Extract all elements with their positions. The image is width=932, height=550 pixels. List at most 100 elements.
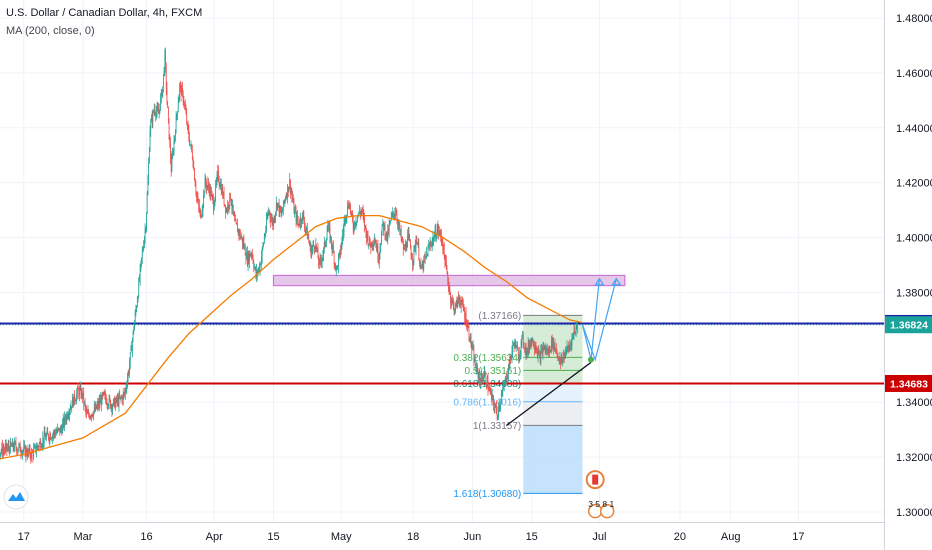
candle-body	[390, 215, 392, 221]
candle-body	[138, 280, 140, 297]
candle-body	[349, 204, 351, 207]
candle-body	[200, 212, 202, 216]
candle-body	[570, 343, 571, 346]
candle-body	[125, 388, 127, 390]
candle-body	[300, 217, 302, 223]
candle-body	[397, 220, 399, 226]
candle-body	[568, 347, 569, 349]
candle-body	[474, 358, 476, 367]
candle-body	[14, 441, 16, 443]
candle-body	[316, 248, 318, 250]
candle-body	[65, 416, 66, 420]
candle-body	[155, 113, 157, 116]
x-tick-label: 15	[267, 531, 279, 543]
candle-body	[38, 443, 40, 448]
candle-body	[215, 184, 216, 198]
candle-body	[552, 338, 554, 347]
candle-body	[511, 351, 513, 358]
price-tag-red-label: 1.34683	[890, 378, 928, 390]
candle-body	[424, 258, 425, 259]
candle-body	[99, 400, 101, 404]
candle-body	[477, 366, 478, 370]
event-count-label: 3 5 8 1	[588, 499, 614, 509]
candle-body	[42, 437, 44, 446]
candle-body	[58, 427, 60, 429]
candle-body	[49, 434, 51, 441]
candle-body	[429, 245, 430, 247]
tradingview-logo-icon[interactable]	[3, 484, 29, 510]
candle-body	[85, 406, 87, 412]
candle-body	[281, 212, 283, 214]
candle-body	[192, 158, 194, 168]
candle-body	[33, 446, 35, 449]
candle-body	[414, 245, 415, 248]
candle-body	[295, 210, 297, 222]
candle-body	[459, 298, 461, 304]
candle-body	[351, 212, 353, 214]
candle-body	[502, 387, 504, 393]
y-tick-label: 1.48000	[896, 13, 932, 25]
event-marker-icon	[599, 503, 615, 519]
candle-body	[201, 215, 202, 218]
candle-body	[340, 247, 342, 254]
x-tick-label: Mar	[74, 531, 93, 543]
candle-body	[347, 205, 349, 208]
candle-body	[522, 333, 523, 337]
candle-body	[151, 117, 153, 123]
y-tick-label: 1.40000	[896, 233, 932, 245]
candle-body	[150, 121, 152, 131]
candle-body	[143, 246, 145, 250]
candle-body	[111, 405, 113, 411]
candle-body	[45, 436, 46, 440]
candle-body	[61, 429, 63, 434]
candle-body	[443, 244, 444, 251]
candle-body	[538, 351, 540, 353]
candle-body	[549, 346, 551, 352]
candle-body	[77, 387, 79, 390]
candle-body	[536, 350, 537, 352]
candle-body	[472, 346, 473, 348]
candle-body	[12, 441, 14, 448]
candle-body	[402, 239, 403, 242]
candle-body	[260, 264, 262, 266]
candle-body	[342, 230, 344, 235]
candle-body	[96, 404, 97, 409]
y-tick-label: 1.38000	[896, 287, 932, 299]
candle-body	[114, 398, 116, 408]
candle-body	[251, 253, 253, 257]
candle-body	[158, 109, 160, 114]
candle-body	[142, 249, 144, 252]
candle-body	[386, 231, 387, 237]
candle-body	[305, 228, 307, 230]
candle-body	[357, 216, 358, 222]
candle-body	[560, 358, 562, 365]
y-tick-label: 1.34000	[896, 397, 932, 409]
candle-body	[468, 326, 470, 338]
candle-body	[475, 366, 477, 372]
candle-body	[477, 369, 479, 379]
candle-body	[539, 352, 540, 355]
candle-body	[448, 288, 450, 291]
candle-body	[384, 225, 386, 237]
candle-body	[81, 390, 83, 397]
candle-body	[118, 395, 120, 406]
candle-body	[9, 448, 10, 453]
candle-body	[537, 351, 539, 357]
candle-body	[106, 403, 108, 405]
candle-body	[44, 432, 46, 437]
candle-body	[486, 383, 487, 387]
candle-body	[152, 111, 154, 123]
candle-body	[60, 427, 62, 430]
candle-body	[77, 387, 78, 394]
trendline[interactable]	[505, 361, 592, 427]
candle-body	[490, 390, 492, 392]
candle-body	[364, 225, 366, 227]
candle-body	[386, 231, 388, 240]
candle-body	[405, 244, 407, 249]
candle-body	[450, 302, 452, 303]
candle-body	[338, 257, 339, 268]
candle-body	[55, 432, 57, 436]
candle-body	[403, 248, 405, 250]
candle-body	[425, 255, 427, 257]
